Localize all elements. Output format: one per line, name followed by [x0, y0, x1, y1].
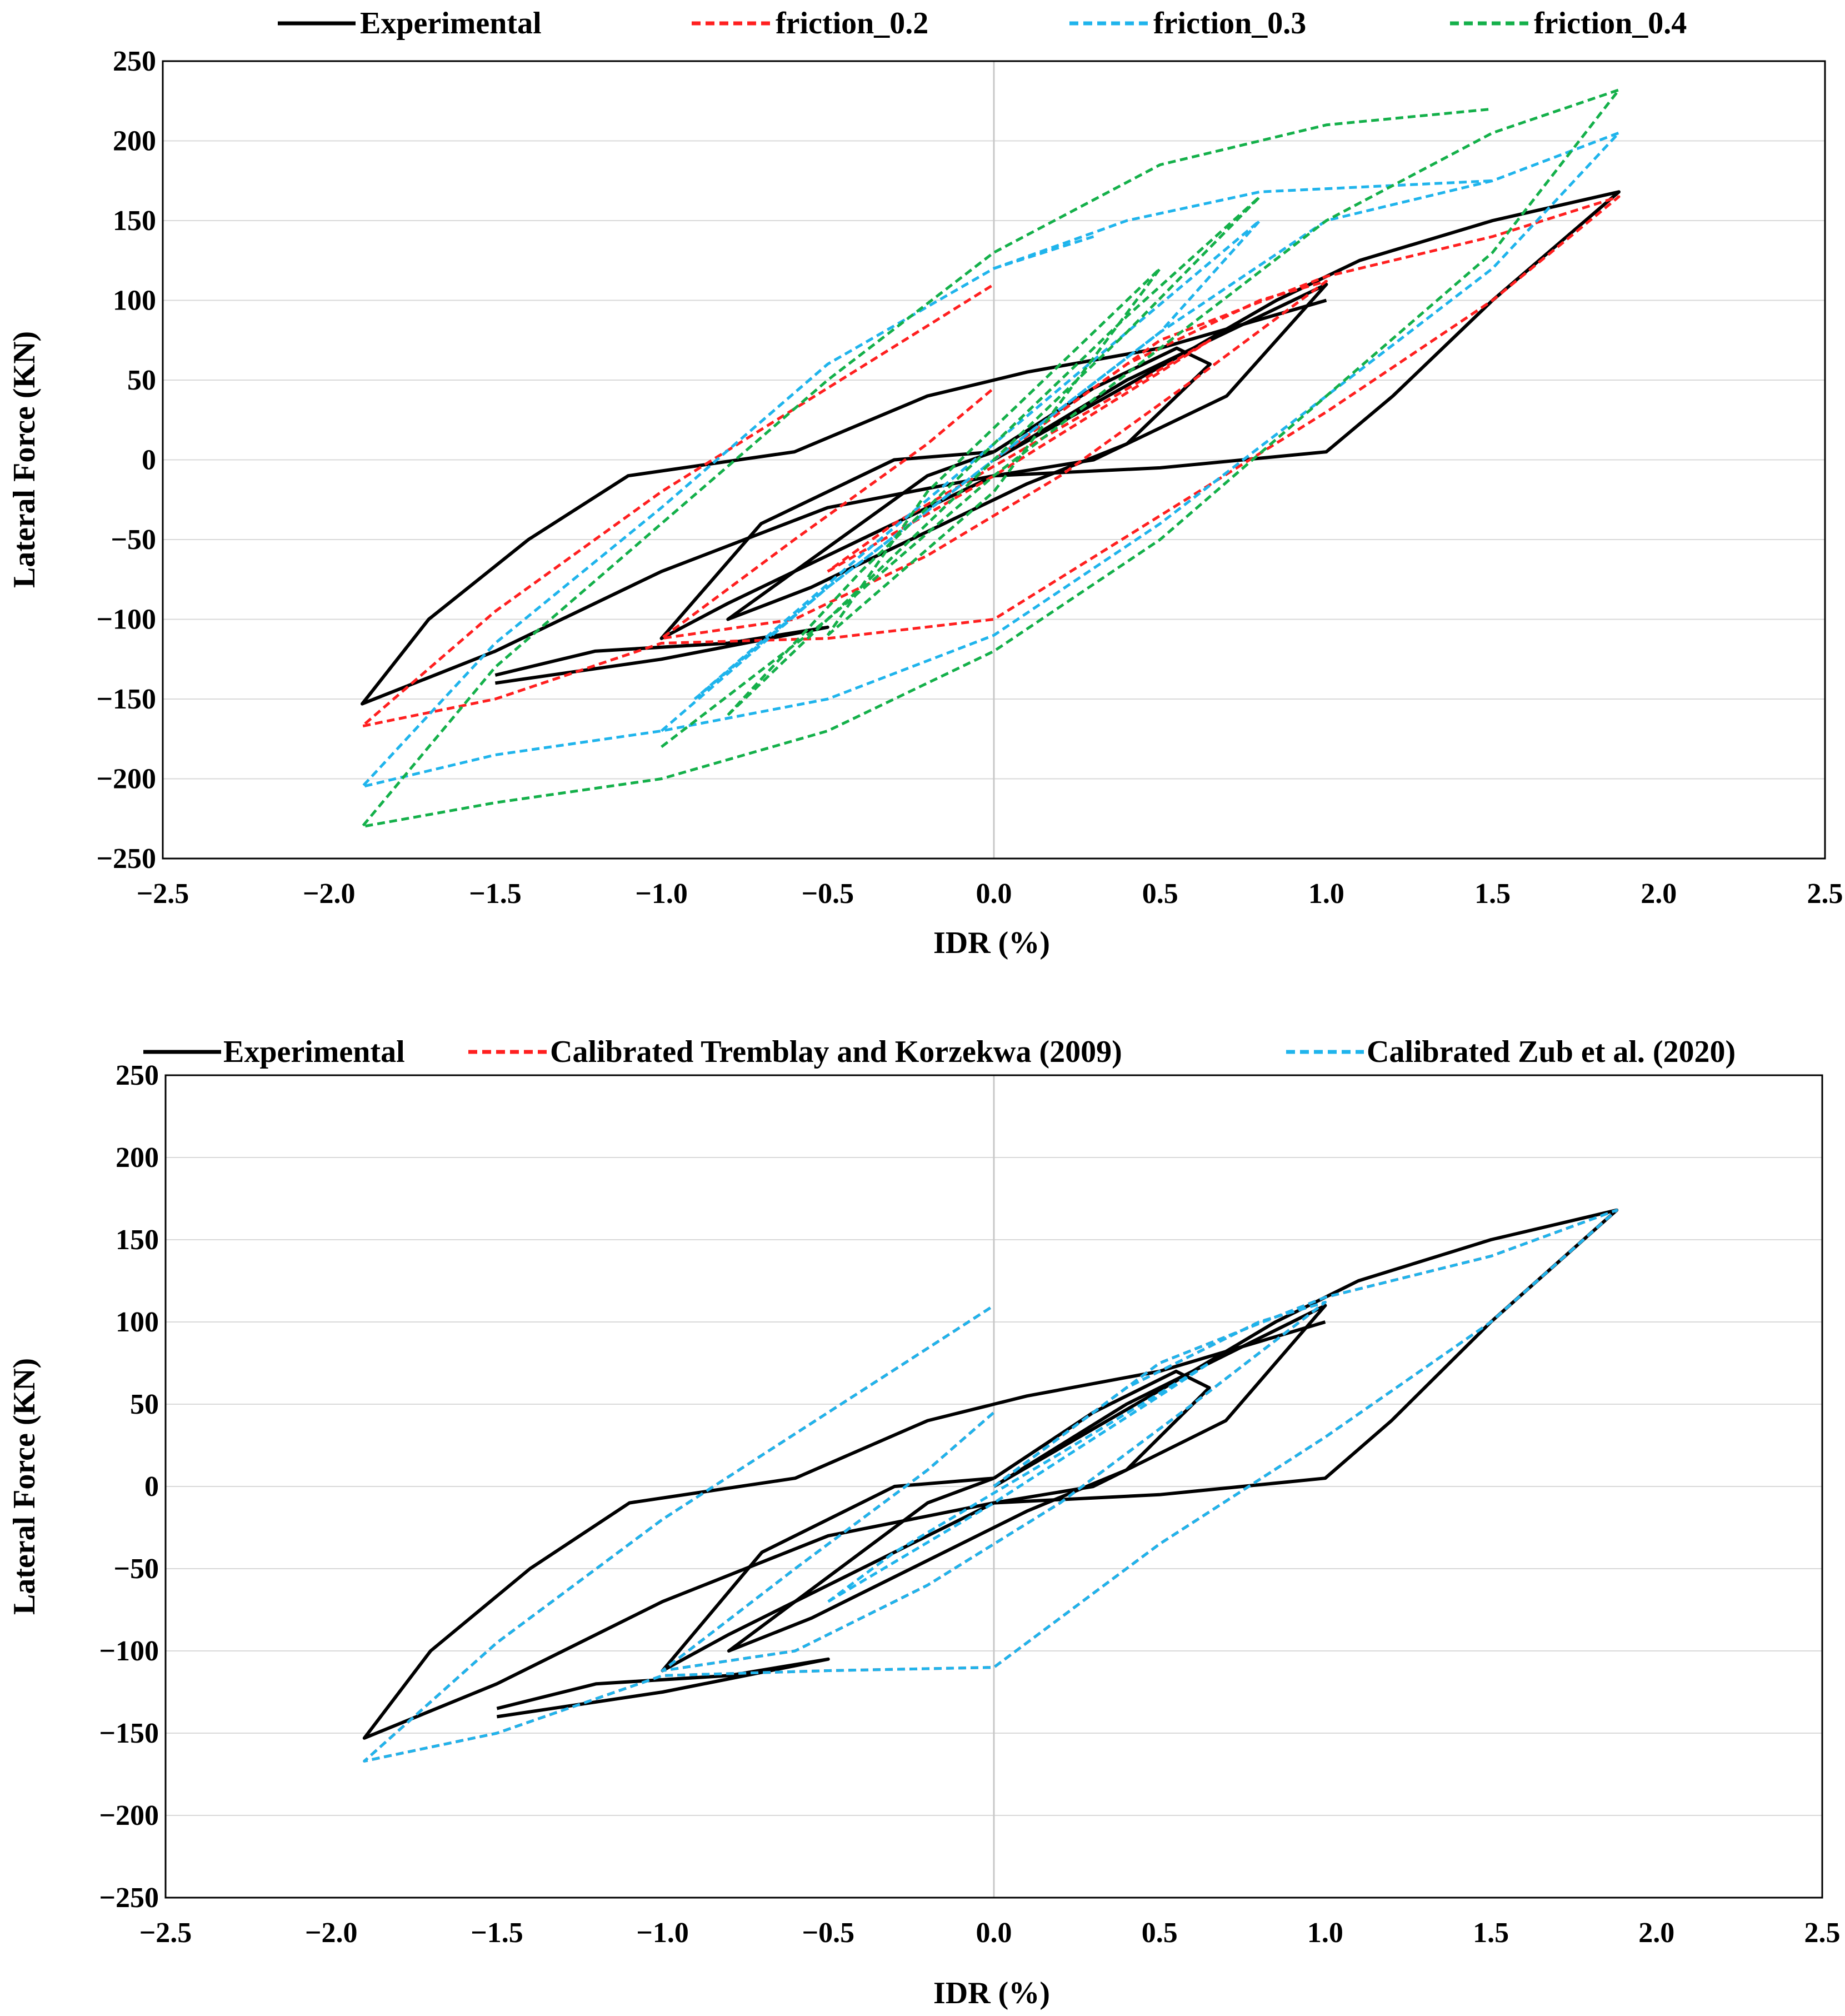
legend-bottom: Experimental Calibrated Tremblay and Kor… [143, 1035, 1736, 1069]
x-tick-label: 1.5 [1473, 1917, 1509, 1949]
legend-item-friction-0-3: friction_0.3 [1069, 6, 1306, 41]
y-tick-label: 200 [116, 1142, 159, 1174]
y-tick-label: −50 [111, 524, 156, 556]
y-tick-label: 200 [113, 126, 156, 157]
x-tick-label: 2.0 [1641, 878, 1677, 910]
series-line [827, 338, 1212, 573]
y-tick-label: −100 [99, 1635, 159, 1667]
legend-item-tremblay: Calibrated Tremblay and Korzekwa (2009) [468, 1035, 1122, 1069]
y-tick-label: 0 [144, 1471, 159, 1503]
y-tick-label: −150 [96, 683, 156, 715]
series-line [826, 267, 1162, 637]
x-tick-label: 0.5 [1142, 1917, 1178, 1949]
plot-area-top: −250 −200 −150 −100 −50 0 50 100 150 200 250 −2.5 −2… [96, 46, 1843, 910]
series-experimental [362, 1208, 1619, 1740]
x-tick-label: −2.5 [139, 1917, 192, 1949]
series-line [660, 280, 1328, 640]
legend-label: Calibrated Zub et al. (2020) [1367, 1035, 1736, 1069]
series-line [361, 88, 1621, 829]
y-tick-label: −100 [96, 604, 156, 636]
y-tick-label: 0 [142, 445, 156, 476]
x-tick-label: 2.5 [1807, 878, 1843, 910]
x-tick-label: 2.5 [1804, 1917, 1841, 1949]
y-tick-label: 250 [113, 46, 156, 77]
series-line [727, 1369, 1211, 1653]
x-tick-label: 1.0 [1307, 1917, 1343, 1949]
x-tick-label: −1.0 [635, 878, 688, 910]
series-friction-0-4 [361, 88, 1621, 829]
y-axis-title: Lateral Force (KN) [7, 331, 42, 588]
x-tick-label: 1.5 [1474, 878, 1511, 910]
x-tick-label: −1.5 [471, 1917, 523, 1949]
x-tick-label: −1.5 [469, 878, 522, 910]
legend-item-experimental: Experimental [143, 1035, 405, 1069]
legend-label: friction_0.3 [1153, 6, 1306, 41]
y-tick-label: 100 [116, 1306, 159, 1338]
series-calibrated-zub-et-al-2020- [363, 1209, 1618, 1763]
legend-item-friction-0-2: friction_0.2 [692, 6, 928, 41]
x-axis-title: IDR (%) [933, 926, 1050, 960]
y-tick-label: −200 [99, 1800, 159, 1832]
y-tick-label: 100 [113, 285, 156, 317]
series-line [727, 195, 1262, 716]
legend-label: friction_0.4 [1534, 6, 1687, 41]
legend-top: Experimental friction_0.2 friction_0.3 f… [278, 6, 1687, 41]
series-line [693, 219, 1262, 700]
series-line [363, 1209, 1618, 1763]
legend-item-zub: Calibrated Zub et al. (2020) [1286, 1035, 1736, 1069]
x-tick-label: 0.0 [976, 1917, 1012, 1949]
series-line [361, 190, 1621, 706]
legend-label: Experimental [360, 6, 542, 41]
x-tick-label: 0.5 [1142, 878, 1178, 910]
x-tick-label: −0.5 [801, 878, 854, 910]
y-tick-label: −250 [99, 1882, 159, 1914]
y-tick-label: −150 [99, 1718, 159, 1749]
x-tick-label: −2.5 [137, 878, 189, 910]
x-tick-label: 0.0 [976, 878, 1012, 910]
legend-label: Experimental [223, 1035, 405, 1069]
x-tick-label: −2.0 [303, 878, 356, 910]
series-line [661, 1301, 1327, 1672]
chart-top: Experimental friction_0.2 friction_0.3 f… [7, 6, 1843, 960]
series-line [496, 1657, 830, 1719]
x-tick-label: 2.0 [1638, 1917, 1674, 1949]
series-line [661, 1304, 1327, 1673]
legend-label: friction_0.2 [776, 6, 928, 41]
x-axis-title: IDR (%) [933, 1976, 1050, 2010]
y-tick-label: 150 [113, 205, 156, 237]
series-friction-0-3 [361, 131, 1621, 789]
plot-area-bottom: −250 −200 −150 −100 −50 0 50 100 150 200 250 −2.5 −2… [99, 1060, 1840, 1949]
x-tick-label: 1.0 [1308, 878, 1344, 910]
legend-label: Calibrated Tremblay and Korzekwa (2009) [550, 1035, 1122, 1069]
y-tick-label: −200 [96, 764, 156, 795]
legend-item-friction-0-4: friction_0.4 [1450, 6, 1687, 41]
legend-item-experimental: Experimental [278, 6, 542, 41]
y-tick-label: −250 [96, 843, 156, 875]
x-tick-label: −1.0 [636, 1917, 689, 1949]
plot-frame [164, 1074, 1823, 1899]
y-tick-label: −50 [113, 1553, 159, 1585]
series-line [362, 1208, 1619, 1740]
y-tick-label: 50 [130, 1389, 159, 1420]
series-friction-0-2 [361, 195, 1621, 728]
y-axis-title: Lateral Force (KN) [7, 1358, 42, 1615]
x-tick-label: −0.5 [802, 1917, 854, 1949]
series-line [361, 131, 1621, 789]
plot-frame [162, 60, 1826, 860]
y-tick-label: 250 [116, 1060, 159, 1091]
chart-bottom: Experimental Calibrated Tremblay and Kor… [7, 1035, 1841, 2010]
x-tick-label: −2.0 [305, 1917, 358, 1949]
series-line [494, 625, 829, 685]
y-tick-label: 150 [116, 1224, 159, 1256]
y-tick-label: 50 [127, 365, 156, 396]
